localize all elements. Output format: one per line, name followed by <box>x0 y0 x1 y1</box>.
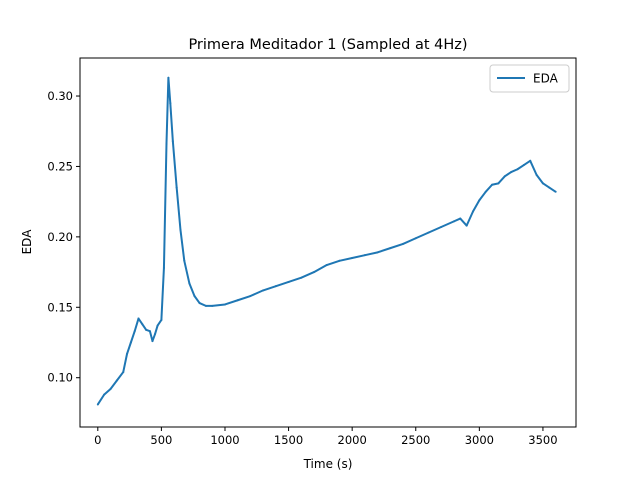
data-point <box>154 333 157 336</box>
data-point <box>478 199 481 202</box>
x-tick-label: 2500 <box>401 433 430 447</box>
y-axis-label: EDA <box>20 229 34 255</box>
data-point <box>491 183 494 186</box>
y-tick-label: 0.25 <box>47 159 73 173</box>
series-layer <box>96 76 557 406</box>
data-point <box>183 259 186 262</box>
legend-label-eda: EDA <box>533 72 559 86</box>
x-tick-label: 3000 <box>465 433 494 447</box>
data-point <box>300 276 303 279</box>
x-tick-label: 0 <box>94 433 101 447</box>
y-tick-label: 0.20 <box>47 230 73 244</box>
data-point <box>236 299 239 302</box>
data-point <box>471 210 474 213</box>
x-tick-label: 500 <box>150 433 172 447</box>
data-point <box>535 173 538 176</box>
data-point <box>249 295 252 298</box>
data-point <box>211 304 214 307</box>
legend: EDA <box>489 64 570 93</box>
data-point <box>162 266 165 269</box>
chart-title: Primera Meditador 1 (Sampled at 4Hz) <box>188 37 467 53</box>
x-tick-label: 1000 <box>210 433 239 447</box>
data-point <box>427 231 430 234</box>
data-point <box>287 280 290 283</box>
data-point <box>529 159 532 162</box>
data-point <box>133 330 136 333</box>
data-point <box>103 393 106 396</box>
x-axis-label: Time (s) <box>303 457 353 471</box>
plot-area <box>96 76 557 406</box>
data-point <box>129 341 132 344</box>
data-point <box>363 254 366 257</box>
data-point <box>188 282 191 285</box>
data-point <box>115 379 118 382</box>
data-point <box>325 264 328 267</box>
data-point <box>96 403 99 406</box>
data-point <box>376 251 379 254</box>
x-tick-label: 1500 <box>274 433 303 447</box>
data-point <box>389 247 392 250</box>
data-point <box>338 259 341 262</box>
data-point <box>351 256 354 259</box>
data-point <box>402 242 405 245</box>
data-point <box>465 224 468 227</box>
data-point <box>452 220 455 223</box>
data-point <box>484 190 487 193</box>
series-line-eda <box>96 76 557 406</box>
data-point <box>541 182 544 185</box>
data-point <box>156 324 159 327</box>
y-tick-label: 0.10 <box>47 371 73 385</box>
data-point <box>262 289 265 292</box>
data-point <box>137 317 140 320</box>
data-point <box>554 190 557 193</box>
data-point <box>169 102 172 105</box>
data-point <box>122 371 125 374</box>
legend-box <box>489 64 570 93</box>
data-point <box>548 186 551 189</box>
y-tick-label: 0.30 <box>47 89 73 103</box>
data-point <box>148 330 151 333</box>
data-point <box>440 226 443 229</box>
y-tick-label: 0.15 <box>47 300 73 314</box>
data-point <box>171 140 174 143</box>
data-point <box>510 171 513 174</box>
data-point <box>151 340 154 343</box>
data-point <box>109 387 112 390</box>
data-point <box>126 352 129 355</box>
data-point <box>522 164 525 167</box>
data-point <box>198 302 201 305</box>
data-point <box>145 328 148 331</box>
y-axis-ticks: 0.10 0.15 0.20 0.25 0.30 <box>47 89 80 385</box>
data-point <box>274 285 277 288</box>
data-point <box>516 168 519 171</box>
data-point <box>497 182 500 185</box>
data-point <box>313 271 316 274</box>
data-point <box>204 304 207 307</box>
data-point <box>414 237 417 240</box>
data-point <box>141 323 144 326</box>
data-point <box>193 295 196 298</box>
x-axis-ticks: 0 500 1000 1500 2000 2500 3000 3500 <box>94 427 558 447</box>
axes-frame <box>79 57 577 428</box>
data-point <box>223 303 226 306</box>
x-tick-label: 2000 <box>338 433 367 447</box>
data-point <box>503 175 506 178</box>
data-point <box>175 186 178 189</box>
data-point <box>160 318 163 321</box>
data-point <box>179 228 182 231</box>
data-point <box>167 76 170 79</box>
data-point <box>459 217 462 220</box>
x-tick-label: 3500 <box>528 433 557 447</box>
data-point <box>165 142 168 145</box>
